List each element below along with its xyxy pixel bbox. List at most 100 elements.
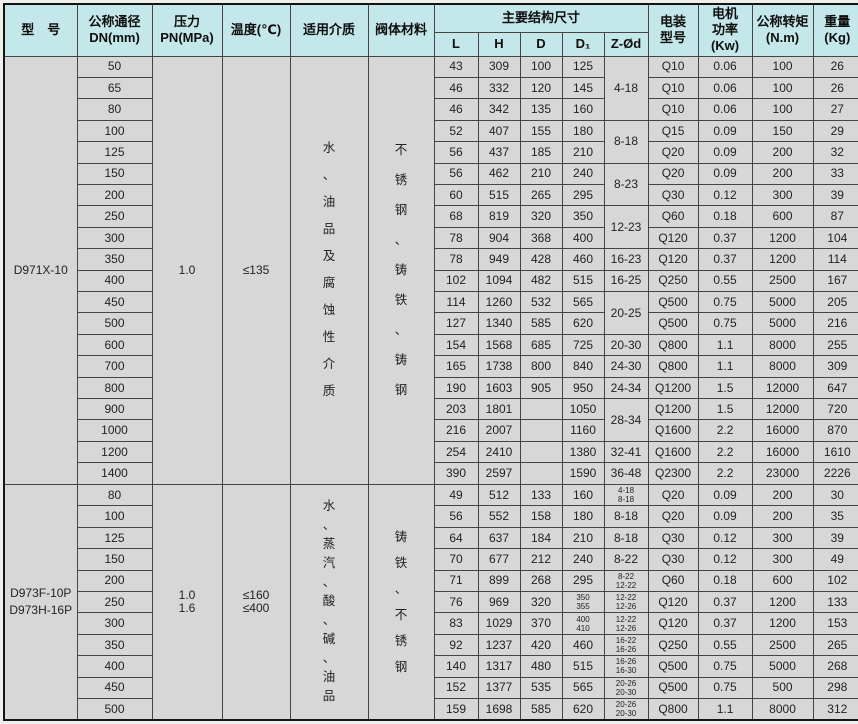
dim-d1-cell: 240 — [561, 162, 605, 185]
zod-cell: 16-25 — [603, 269, 649, 292]
weight-cell: 29 — [812, 119, 858, 143]
dn-cell: 100 — [76, 119, 153, 143]
motor-power-cell: 0.09 — [697, 141, 753, 164]
actuator-model-cell: Q20 — [647, 141, 699, 164]
dim-l-cell: 46 — [433, 98, 479, 121]
weight-cell: 32 — [812, 141, 858, 164]
torque-cell: 2500 — [751, 633, 814, 657]
dim-l-cell: 152 — [433, 676, 479, 699]
dim-d-cell — [519, 462, 563, 485]
motor-power-cell: 0.06 — [697, 55, 753, 78]
dim-h-cell: 819 — [477, 205, 521, 228]
dim-d-cell: 532 — [519, 290, 563, 314]
actuator-model-cell: Q500 — [647, 655, 699, 678]
header-dim-d: D — [519, 31, 563, 57]
table-row: 300 83 1029 370 400 410 12-22 12-26 Q120 0.37 12… — [4, 612, 858, 635]
weight-cell: 1610 — [812, 440, 858, 464]
temperature-cell: ≤135 — [221, 55, 291, 485]
torque-cell: 200 — [751, 505, 814, 528]
torque-cell: 1200 — [751, 590, 814, 614]
dim-d-cell: 585 — [519, 697, 563, 721]
motor-power-cell: 0.12 — [697, 183, 753, 207]
dim-l-cell: 159 — [433, 697, 479, 721]
dim-d-cell: 268 — [519, 569, 563, 592]
actuator-model-cell: Q30 — [647, 526, 699, 550]
dim-d-cell: 210 — [519, 162, 563, 185]
dim-d-cell: 120 — [519, 76, 563, 100]
actuator-model-cell: Q1600 — [647, 440, 699, 464]
motor-power-cell: 0.75 — [697, 312, 753, 335]
dim-l-cell: 68 — [433, 205, 479, 228]
dim-d-cell: 100 — [519, 55, 563, 78]
dim-l-cell: 56 — [433, 162, 479, 185]
actuator-model-cell: Q30 — [647, 548, 699, 571]
dim-d1-cell: 460 — [561, 248, 605, 271]
dim-h-cell: 1801 — [477, 397, 521, 421]
weight-cell: 255 — [812, 333, 858, 357]
motor-power-cell: 0.18 — [697, 205, 753, 228]
table-row: D973F-10P D973H-16P 80 1.0 1.6 ≤160 ≤400 水 、… — [3, 483, 858, 721]
motor-power-cell: 2.2 — [697, 419, 753, 442]
weight-cell: 720 — [812, 397, 858, 421]
dim-d1-cell: 160 — [561, 483, 605, 507]
dim-d-cell: 155 — [519, 119, 563, 143]
dn-cell: 150 — [76, 162, 153, 185]
weight-cell: 39 — [812, 526, 858, 550]
header-dimensions: 主要结构尺寸 — [433, 3, 649, 33]
dn-cell: 500 — [76, 312, 153, 335]
actuator-model-cell: Q10 — [647, 55, 699, 78]
dim-d1-cell: 1160 — [561, 419, 605, 442]
motor-power-cell: 0.18 — [697, 569, 753, 592]
table-row: 500 159 1698 585 620 20-26 20-30 Q800 1.1 8000 31… — [4, 697, 858, 721]
torque-cell: 200 — [751, 483, 814, 507]
weight-cell: 153 — [812, 612, 858, 635]
dim-h-cell: 2007 — [477, 419, 521, 442]
actuator-model-cell: Q60 — [647, 205, 699, 228]
actuator-model-cell: Q10 — [647, 98, 699, 121]
dim-h-cell: 899 — [477, 569, 521, 592]
motor-power-cell: 0.37 — [697, 248, 753, 271]
dim-h-cell: 2410 — [477, 440, 521, 464]
weight-cell: 35 — [812, 505, 858, 528]
actuator-model-cell: Q500 — [647, 676, 699, 699]
dim-h-cell: 2597 — [477, 462, 521, 485]
weight-cell: 39 — [812, 183, 858, 207]
torque-cell: 1200 — [751, 226, 814, 250]
dim-d1-cell: 725 — [561, 333, 605, 357]
actuator-model-cell: Q120 — [647, 226, 699, 250]
dn-cell: 65 — [76, 76, 153, 100]
zod-cell: 4-18 — [603, 55, 649, 121]
torque-cell: 300 — [751, 526, 814, 550]
table-row: 150 70 677 212 240 8-22 Q30 0.12 300 49 — [4, 548, 858, 571]
table-row: 700 165 1738 800 840 24-30 Q800 1.1 8000 309 — [4, 355, 858, 378]
header-material: 阀体材料 — [367, 3, 435, 57]
dim-d-cell: 480 — [519, 655, 563, 678]
actuator-model-cell: Q20 — [647, 162, 699, 185]
weight-cell: 167 — [812, 269, 858, 292]
actuator-model-cell: Q30 — [647, 183, 699, 207]
table-row: 400 102 1094 482 515 16-25 Q250 0.55 2500 167 — [4, 269, 858, 292]
actuator-model-cell: Q15 — [647, 119, 699, 143]
medium-cell: 水 、 蒸 汽 、 酸 、 碱 、 油 品 — [289, 483, 369, 721]
dim-d1-cell: 620 — [561, 312, 605, 335]
motor-power-cell: 0.12 — [697, 526, 753, 550]
table-row: 600 154 1568 685 725 20-30 Q800 1.1 8000 255 — [4, 333, 858, 357]
dim-l-cell: 60 — [433, 183, 479, 207]
header-pressure: 压力 PN(MPa) — [151, 3, 223, 57]
table-row: 500 127 1340 585 620 Q500 0.75 5000 216 — [4, 312, 858, 335]
weight-cell: 870 — [812, 419, 858, 442]
header-dim-d1: D₁ — [561, 31, 605, 57]
zod-cell: 8-18 — [603, 119, 649, 164]
dn-cell: 1400 — [76, 462, 153, 485]
dn-cell: 125 — [76, 141, 153, 164]
dim-l-cell: 56 — [433, 505, 479, 528]
actuator-model-cell: Q800 — [647, 697, 699, 721]
actuator-model-cell: Q800 — [647, 355, 699, 378]
torque-cell: 600 — [751, 205, 814, 228]
table-row: 450 152 1377 535 565 20-26 20-30 Q500 0.75 500 29… — [4, 676, 858, 699]
actuator-model-cell: Q2300 — [647, 462, 699, 485]
motor-power-cell: 0.12 — [697, 548, 753, 571]
dim-d1-cell: 565 — [561, 676, 605, 699]
dim-l-cell: 52 — [433, 119, 479, 143]
dim-l-cell: 49 — [433, 483, 479, 507]
